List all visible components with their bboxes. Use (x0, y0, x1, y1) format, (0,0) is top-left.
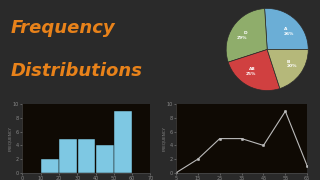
Y-axis label: FREQUENCY: FREQUENCY (162, 126, 166, 151)
Bar (114, 111, 132, 173)
Text: D
29%: D 29% (236, 31, 247, 40)
Text: Frequency: Frequency (11, 19, 116, 37)
Wedge shape (267, 50, 308, 89)
Wedge shape (265, 8, 308, 50)
Text: A
26%: A 26% (284, 27, 294, 36)
Bar (41, 159, 59, 173)
Y-axis label: FREQUENCY: FREQUENCY (9, 126, 12, 151)
Bar (77, 139, 95, 173)
Text: B
20%: B 20% (287, 60, 298, 68)
Wedge shape (226, 8, 267, 62)
Bar (59, 139, 77, 173)
Wedge shape (228, 50, 280, 91)
Text: AB
25%: AB 25% (246, 67, 256, 76)
Bar (96, 145, 114, 173)
Text: Distributions: Distributions (11, 62, 143, 80)
